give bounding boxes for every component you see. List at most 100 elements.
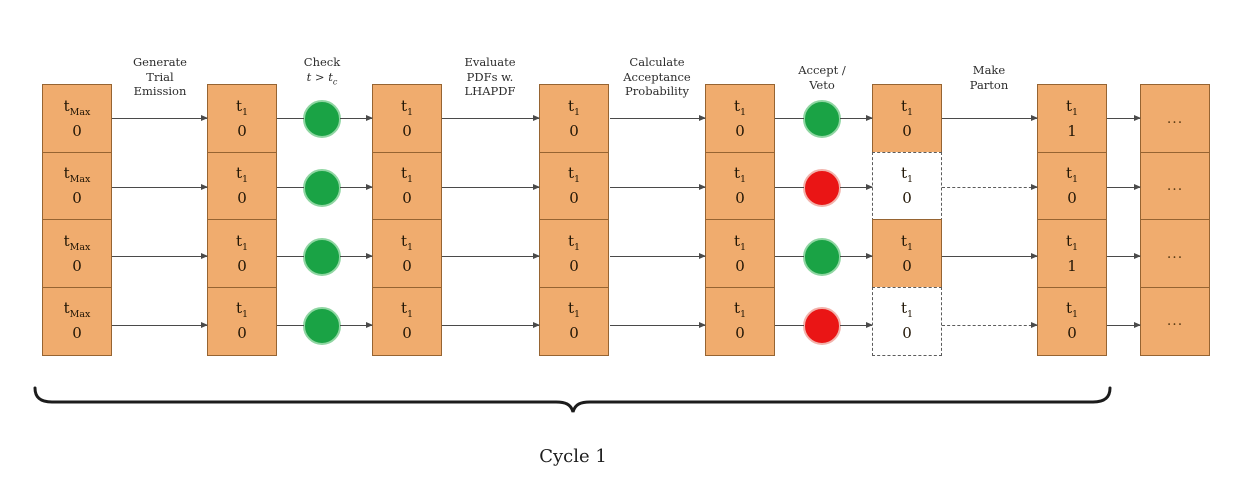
connector-line xyxy=(775,325,804,326)
connector-line xyxy=(775,256,804,257)
arrow xyxy=(1107,253,1141,259)
arrow xyxy=(340,184,373,190)
cycle-brace xyxy=(33,386,1112,413)
state-cell: t1 0 xyxy=(372,219,442,288)
cell-label: t1 xyxy=(1065,96,1079,118)
arrow xyxy=(112,322,208,328)
cell-value: 1 xyxy=(1067,256,1077,275)
cell-value: 0 xyxy=(1067,324,1077,342)
cell-label: t1 xyxy=(1065,299,1079,321)
state-cell: tMax 0 xyxy=(42,219,112,288)
cell-value: 0 xyxy=(569,121,579,140)
ellipsis-label: ... xyxy=(1166,110,1184,127)
cell-value: 0 xyxy=(735,324,745,342)
cell-label: t1 xyxy=(235,164,249,186)
arrow xyxy=(112,184,208,190)
veto-circle xyxy=(803,169,841,207)
state-cell: t1 0 xyxy=(705,286,775,356)
cell-value: 0 xyxy=(569,189,579,207)
cell-value: 0 xyxy=(902,121,912,140)
connector-line xyxy=(277,187,304,188)
cell-label: t1 xyxy=(900,299,914,321)
check-pass-circle xyxy=(303,238,341,276)
arrow xyxy=(942,115,1038,121)
state-cell: t1 0 xyxy=(539,286,609,356)
cell-value: 0 xyxy=(735,256,745,275)
cell-label: t1 xyxy=(235,231,249,253)
state-cell: t1 0 xyxy=(207,219,277,288)
check-pass-circle xyxy=(303,169,341,207)
state-cell-continue: ... xyxy=(1140,219,1210,288)
arrow xyxy=(442,322,540,328)
cell-value: 0 xyxy=(237,324,247,342)
state-cell: t1 0 xyxy=(1037,286,1107,356)
stage-label-evaluate-pdfs: Evaluate PDFs w. LHAPDF xyxy=(425,55,555,99)
arrow xyxy=(112,253,208,259)
state-cell: tMax 0 xyxy=(42,151,112,221)
stage-label-check-cutoff: Check t > tc xyxy=(257,55,387,89)
accept-circle xyxy=(803,238,841,276)
arrow xyxy=(340,322,373,328)
arrow xyxy=(840,322,873,328)
cell-label: t1 xyxy=(733,299,747,321)
column-after-check: t1 0 t1 0 t1 0 t1 0 xyxy=(372,84,442,356)
state-cell: t1 0 xyxy=(372,286,442,356)
cell-value: 0 xyxy=(402,189,412,207)
cell-label: t1 xyxy=(567,231,581,253)
stage-label-line: Calculate xyxy=(629,55,685,69)
cell-label: t1 xyxy=(733,96,747,118)
cell-label: t1 xyxy=(400,164,414,186)
cell-label: t1 xyxy=(567,96,581,118)
cell-label: t1 xyxy=(400,299,414,321)
stage-label-line: Make xyxy=(972,63,1006,77)
arrow xyxy=(442,253,540,259)
cell-label: tMax xyxy=(63,231,91,253)
state-cell: t1 1 xyxy=(1037,84,1107,153)
stage-label-line: LHAPDF xyxy=(464,84,516,98)
stage-label-math-line: t > tc xyxy=(306,69,338,86)
cell-label: tMax xyxy=(63,299,91,321)
cell-label: tMax xyxy=(63,164,91,186)
state-cell-continue: ... xyxy=(1140,286,1210,356)
state-cell: t1 0 xyxy=(705,151,775,221)
cycle-label: Cycle 1 xyxy=(539,446,607,467)
arrow xyxy=(610,115,706,121)
stage-label-line: Probability xyxy=(625,84,689,98)
connector-line xyxy=(277,256,304,257)
stage-label-calculate-acceptance: Calculate Acceptance Probability xyxy=(592,55,722,99)
stage-label-line: Trial xyxy=(146,69,174,84)
state-cell: t1 1 xyxy=(1037,219,1107,288)
cell-label: t1 xyxy=(733,164,747,186)
state-cell: t1 0 xyxy=(207,151,277,221)
check-pass-circle xyxy=(303,307,341,345)
cell-value: 0 xyxy=(569,256,579,275)
arrow xyxy=(442,184,540,190)
state-cell: tMax 0 xyxy=(42,286,112,356)
cell-value: 0 xyxy=(72,256,82,275)
stage-label-line: Evaluate xyxy=(464,55,516,69)
cell-value: 0 xyxy=(72,324,82,342)
state-cell: t1 0 xyxy=(539,151,609,221)
cell-label: t1 xyxy=(235,96,249,118)
cell-label: t1 xyxy=(400,231,414,253)
cell-value: 0 xyxy=(402,121,412,140)
arrow xyxy=(340,115,373,121)
state-cell: t1 0 xyxy=(539,84,609,153)
column-continue: ... ... ... ... xyxy=(1140,84,1210,356)
cell-value: 0 xyxy=(569,324,579,342)
arrow xyxy=(610,322,706,328)
state-cell-vetoed: t1 0 xyxy=(872,286,942,356)
cell-value: 1 xyxy=(1067,121,1077,140)
accept-circle xyxy=(803,100,841,138)
arrow xyxy=(340,253,373,259)
cell-value: 0 xyxy=(1067,189,1077,207)
arrow xyxy=(840,115,873,121)
cell-label: t1 xyxy=(567,299,581,321)
arrow xyxy=(610,184,706,190)
column-accept-veto-result: t1 0 t1 0 t1 0 t1 0 xyxy=(872,84,942,356)
column-after-pdf: t1 0 t1 0 t1 0 t1 0 xyxy=(539,84,609,356)
state-cell: t1 0 xyxy=(705,84,775,153)
arrow xyxy=(610,253,706,259)
arrow xyxy=(840,253,873,259)
